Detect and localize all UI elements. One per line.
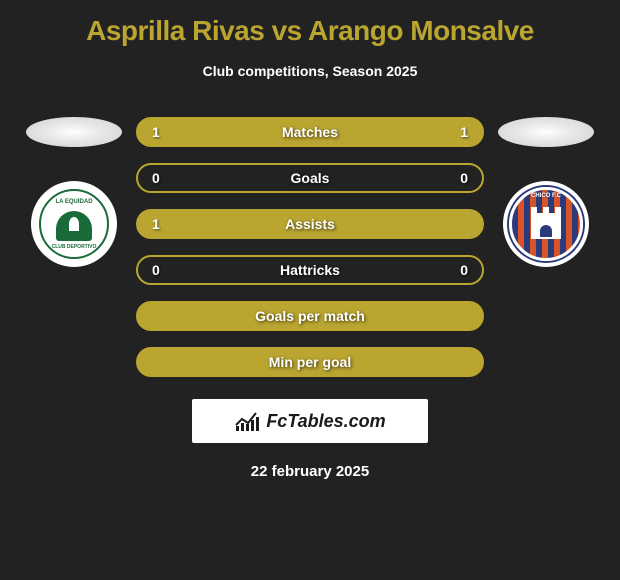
player-ellipse-right [498, 117, 594, 147]
team-left-text-top: LA EQUIDAD [55, 199, 92, 205]
team-logo-left: LA EQUIDAD CLUB DEPORTIVO [31, 181, 117, 267]
stat-bar-assists: 1 Assists [136, 209, 484, 239]
stat-label: Min per goal [269, 354, 351, 370]
fctables-text: FcTables.com [266, 411, 385, 432]
stat-label: Hattricks [280, 262, 340, 278]
stat-label: Goals [291, 170, 330, 186]
right-column: CHICO F.C [498, 117, 594, 267]
team-logo-left-inner: LA EQUIDAD CLUB DEPORTIVO [39, 189, 109, 259]
subtitle: Club competitions, Season 2025 [203, 63, 418, 79]
stat-value-left: 0 [152, 262, 160, 278]
stat-bar-goals: 0 Goals 0 [136, 163, 484, 193]
team-logo-right: CHICO F.C [503, 181, 589, 267]
team-left-icon [56, 211, 92, 241]
stat-value-right: 0 [460, 262, 468, 278]
stat-value-left: 1 [152, 216, 160, 232]
stat-bar-min-per-goal: Min per goal [136, 347, 484, 377]
castle-icon [531, 213, 561, 239]
date-text: 22 february 2025 [251, 463, 369, 480]
fctables-badge[interactable]: FcTables.com [192, 399, 428, 443]
stat-bar-goals-per-match: Goals per match [136, 301, 484, 331]
stat-value-right: 0 [460, 170, 468, 186]
stat-value-left: 1 [152, 124, 160, 140]
stat-label: Goals per match [255, 308, 365, 324]
player-ellipse-left [26, 117, 122, 147]
comparison-area: LA EQUIDAD CLUB DEPORTIVO 1 Matches 1 0 … [0, 117, 620, 377]
team-logo-right-inner: CHICO F.C [509, 187, 583, 261]
stat-label: Matches [282, 124, 338, 140]
stat-label: Assists [285, 216, 335, 232]
left-column: LA EQUIDAD CLUB DEPORTIVO [26, 117, 122, 267]
stats-column: 1 Matches 1 0 Goals 0 1 Assists 0 Hattri… [136, 117, 484, 377]
stat-bar-hattricks: 0 Hattricks 0 [136, 255, 484, 285]
stat-value-left: 0 [152, 170, 160, 186]
stat-bar-matches: 1 Matches 1 [136, 117, 484, 147]
chart-icon [234, 411, 260, 431]
team-left-text-bottom: CLUB DEPORTIVO [52, 244, 97, 250]
stat-value-right: 1 [460, 124, 468, 140]
team-right-text: CHICO F.C [531, 193, 561, 199]
page-title: Asprilla Rivas vs Arango Monsalve [86, 15, 534, 47]
